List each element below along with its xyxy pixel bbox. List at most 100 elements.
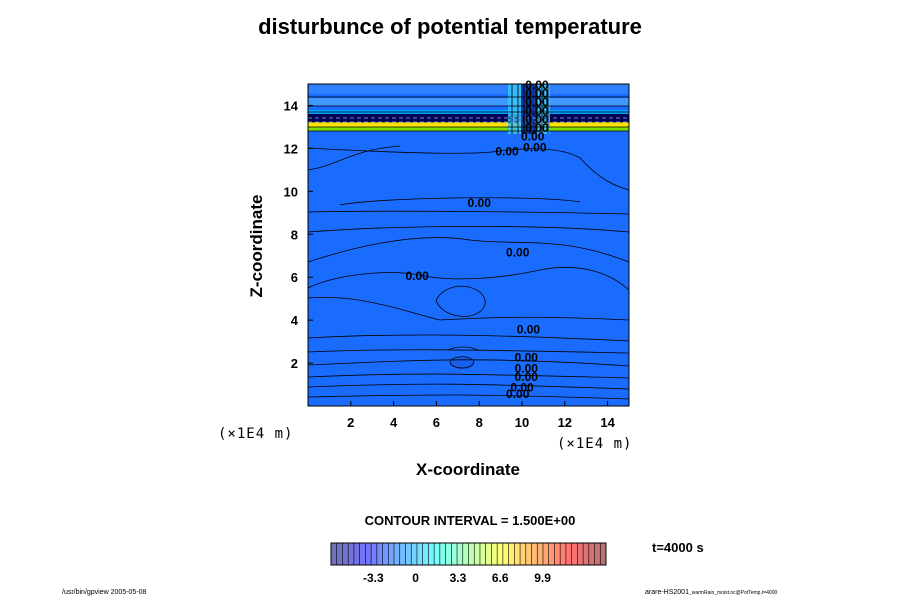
x-tick-label: 6: [433, 415, 440, 430]
contour-line: [308, 349, 629, 354]
colorbar-frame: [330, 542, 607, 566]
colorbar-cell: [365, 543, 372, 565]
colorbar-cell: [468, 543, 475, 565]
colorbar-cell: [491, 543, 498, 565]
contour-label: 0.00: [521, 130, 545, 144]
z-tick-label: 4: [291, 313, 299, 328]
colorbar-cell: [434, 543, 441, 565]
z-tick-label: 10: [284, 184, 298, 199]
field-background: [308, 84, 629, 406]
colorbar-cell: [514, 543, 521, 565]
chart-title: disturbunce of potential temperature: [258, 14, 642, 39]
footer-file-path: _warmRain_moist.nc@PotTemp,t=4000: [688, 590, 778, 596]
z-tick-label: 8: [291, 227, 298, 242]
contour-lines: [308, 84, 629, 400]
x-tick-label: 14: [600, 415, 615, 430]
colorbar-cell: [485, 543, 492, 565]
z-tick-label: 2: [291, 356, 298, 371]
colorbar-cell: [497, 543, 504, 565]
contour-line: [308, 225, 629, 233]
contour-labels: 0.000.000.000.000.000.000.000.00 0.000.00…: [405, 78, 549, 401]
colorbar-cell: [394, 543, 401, 565]
contour-label: 0.00: [510, 381, 534, 395]
colorbar-cell: [399, 543, 406, 565]
field-band-yellow: [308, 122, 629, 127]
x-axis-ticks: 2 4 6 8 10 12 14: [347, 401, 616, 430]
colorbar-cell: [502, 543, 509, 565]
colorbar-cell: [405, 543, 412, 565]
contour-label: 0.00: [515, 361, 539, 375]
colorbar-cell: [451, 543, 458, 565]
contour-label: 0.00: [495, 145, 519, 159]
contour-line: [308, 334, 629, 342]
colorbar-cell: [422, 543, 429, 565]
colorbar-cell: [382, 543, 389, 565]
x-tick-label: 2: [347, 415, 354, 430]
colorbar-cell: [508, 543, 515, 565]
footer-command: /usr/bin/gpview 2005-05-08: [62, 589, 147, 596]
z-axis-label: Z-coordinate: [247, 194, 266, 298]
colorbar-cell: [336, 543, 343, 565]
contour-label: 0.00: [517, 323, 541, 337]
z-tick-label: 14: [284, 98, 299, 113]
x-axis-unit-right: (×1E4 m): [557, 436, 633, 452]
contour-line: [308, 394, 629, 400]
colorbar-cell: [359, 543, 366, 565]
colorbar-cell: [376, 543, 383, 565]
contour-label: 0.00: [523, 140, 547, 154]
colorbar-cell: [525, 543, 532, 565]
colorbar-cell: [331, 543, 338, 565]
contour-label: 0.00: [506, 245, 530, 259]
contour-label: 0.00: [525, 95, 549, 109]
x-tick-label: 10: [515, 415, 529, 430]
contour-line: [308, 210, 629, 215]
z-tick-label: 6: [291, 270, 298, 285]
colorbar-tick-label: -3.3: [363, 571, 384, 585]
contour-line: [308, 383, 629, 390]
colorbar-cell: [479, 543, 486, 565]
colorbar-cell: [416, 543, 423, 565]
contour-line: [308, 359, 629, 367]
contour-line: [308, 147, 629, 191]
time-label: t=4000 s: [652, 540, 704, 555]
z-axis-ticks: 2 4 6 8 10 12 14: [284, 98, 313, 371]
field-band-upper: [308, 98, 629, 106]
contour-line: [308, 237, 629, 263]
contour-label: 0.00: [525, 78, 549, 92]
colorbar-tick-label: 6.6: [492, 571, 509, 585]
colorbar-cell: [445, 543, 452, 565]
colorbar-cell: [588, 543, 595, 565]
colorbar-cell: [531, 543, 538, 565]
colorbar-cell: [371, 543, 378, 565]
colorbar-cell: [411, 543, 418, 565]
contour-line: [449, 356, 475, 369]
footer-file: arare-HS2001_warmRain_moist.nc@PotTemp,t…: [645, 589, 777, 596]
colorbar-cell: [600, 543, 607, 565]
contour-interval: CONTOUR INTERVAL = 1.500E+00: [364, 513, 576, 528]
colorbar-cell: [560, 543, 567, 565]
field-band-top: [308, 84, 629, 94]
colorbar-cell: [342, 543, 349, 565]
contour-label: 0.00: [525, 112, 549, 126]
contour-line: [308, 297, 629, 321]
colorbar-tick-label: 9.9: [534, 571, 551, 585]
contour-label: 0.00: [525, 121, 549, 135]
colorbar: -3.3 0 3.3 6.6 9.9: [330, 542, 607, 585]
colorbar-tick-label: 0: [412, 571, 419, 585]
contour-label: 0.00: [515, 370, 539, 384]
contour-label: 0.00: [506, 387, 530, 401]
colorbar-cell: [565, 543, 572, 565]
colorbar-cell: [554, 543, 561, 565]
contour-label: 0.00: [525, 104, 549, 118]
colorbar-cell: [542, 543, 550, 565]
contour-line: [308, 266, 629, 291]
colorbar-cell: [428, 543, 435, 565]
field-band-green: [308, 127, 629, 131]
colorbar-cell: [474, 543, 481, 565]
contour-label: 0.00: [515, 351, 539, 365]
contour-line: [308, 373, 629, 379]
x-tick-label: 8: [476, 415, 483, 430]
contour-line: [447, 346, 479, 351]
colorbar-cell: [388, 543, 395, 565]
